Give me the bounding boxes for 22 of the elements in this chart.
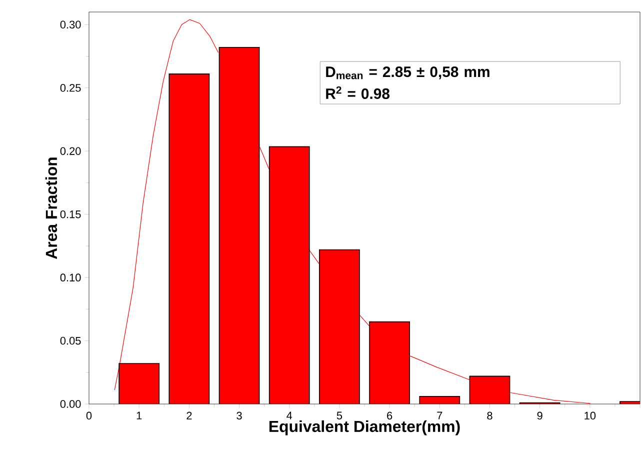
y-tick-label: 0.25 [60,84,81,92]
y-tick-label: 0.15 [60,210,81,218]
y-tick-label: 0.20 [60,147,81,155]
x-tick-label: 10 [584,412,596,420]
x-tick-label: 5 [336,412,342,420]
x-tick-label: 3 [236,412,242,420]
x-tick-label: 9 [537,412,542,420]
x-tick-label: 0 [86,412,92,420]
x-tick-label: 4 [286,412,292,420]
x-tick-label: 1 [136,412,142,420]
y-tick-label: 0.00 [60,400,81,408]
y-axis-title: Area Fraction [45,158,58,259]
y-tick-label: 0.05 [60,336,81,345]
annotation: R$^{2}$ = 0.98 [326,86,390,100]
annotation: D$_{mean}$ = 2.85 ± 0,58 mm [326,66,490,80]
x-tick-label: 8 [487,412,492,420]
x-tick-label: 6 [387,412,392,420]
x-axis-title: Equivalent Diameter(mm) [269,420,460,436]
y-tick-label: 0.30 [60,20,81,29]
y-tick-label: 0.10 [60,274,81,282]
x-tick-label: 2 [186,412,192,420]
x-tick-label: 7 [437,412,442,420]
